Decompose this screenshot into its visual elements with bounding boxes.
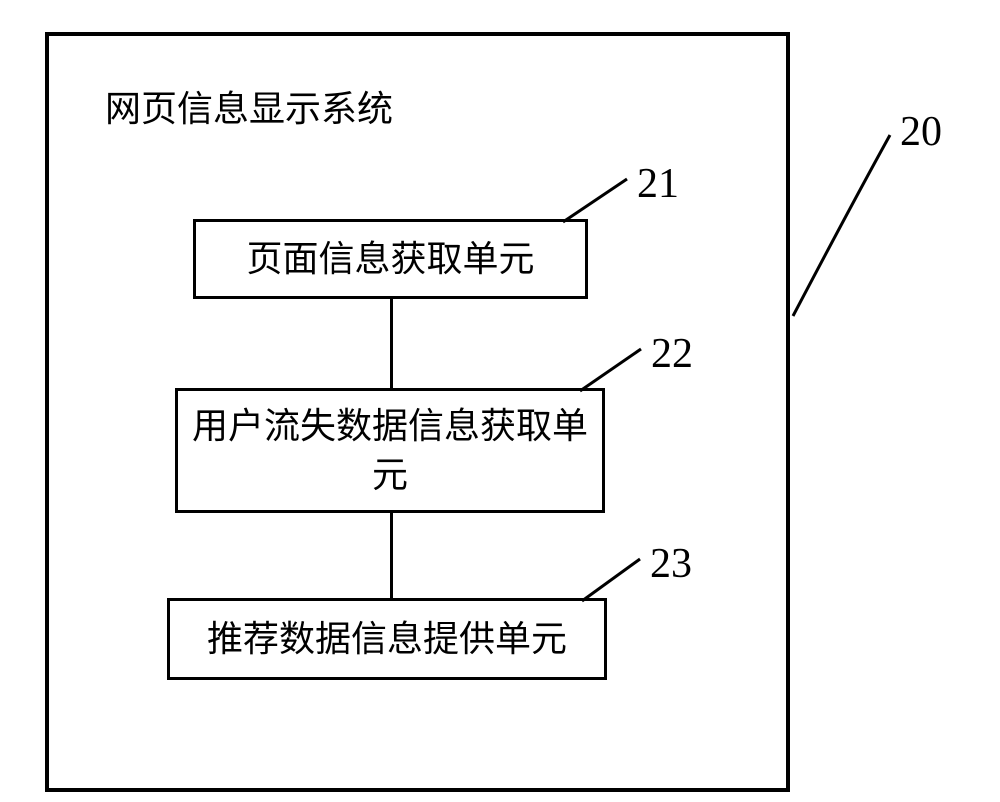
- node-recommendation-data-provision: 推荐数据信息提供单元: [167, 598, 607, 680]
- system-title: 网页信息显示系统: [105, 80, 393, 132]
- edge-n1-n2: [390, 299, 393, 388]
- ref-label-20: 20: [900, 108, 942, 156]
- edge-n2-n3: [390, 513, 393, 598]
- node-label: 推荐数据信息提供单元: [207, 615, 567, 664]
- leader-21: [558, 174, 632, 227]
- node-label: 页面信息获取单元: [246, 235, 534, 284]
- ref-label-21: 21: [637, 160, 679, 208]
- ref-label-22: 22: [651, 330, 693, 378]
- leader-20: [788, 130, 895, 321]
- node-page-info-acquisition: 页面信息获取单元: [193, 219, 588, 299]
- leader-23: [577, 554, 645, 606]
- leader-22: [575, 344, 646, 396]
- ref-label-23: 23: [650, 540, 692, 588]
- node-label: 用户流失数据信息获取单元: [188, 402, 592, 499]
- node-user-loss-data-acquisition: 用户流失数据信息获取单元: [175, 388, 605, 513]
